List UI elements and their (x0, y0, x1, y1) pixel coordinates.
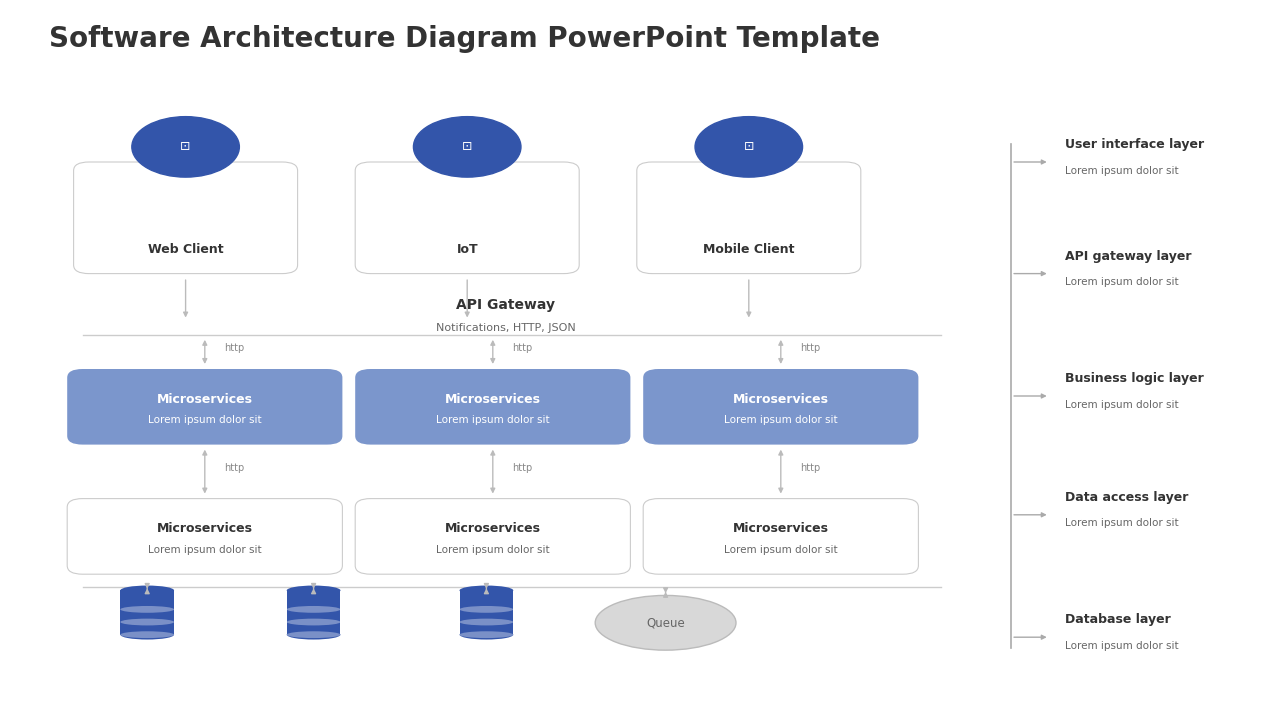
Text: Business logic layer: Business logic layer (1065, 372, 1203, 385)
Text: Lorem ipsum dolor sit: Lorem ipsum dolor sit (436, 545, 549, 555)
Text: Microservices: Microservices (157, 522, 253, 536)
Ellipse shape (460, 606, 513, 613)
Text: Software Architecture Diagram PowerPoint Template: Software Architecture Diagram PowerPoint… (49, 25, 879, 53)
Ellipse shape (287, 631, 340, 638)
Text: API Gateway: API Gateway (456, 298, 556, 312)
FancyBboxPatch shape (356, 369, 631, 444)
FancyBboxPatch shape (356, 498, 631, 575)
Text: http: http (512, 343, 532, 354)
Ellipse shape (120, 585, 174, 595)
Text: http: http (800, 343, 820, 354)
Text: ⊡: ⊡ (462, 140, 472, 153)
Text: Microservices: Microservices (445, 392, 540, 406)
Circle shape (413, 117, 521, 177)
Text: Web Client: Web Client (147, 243, 224, 256)
Text: Lorem ipsum dolor sit: Lorem ipsum dolor sit (724, 545, 837, 555)
Text: Lorem ipsum dolor sit: Lorem ipsum dolor sit (1065, 166, 1179, 176)
Text: Data access layer: Data access layer (1065, 491, 1188, 504)
Circle shape (695, 117, 803, 177)
Polygon shape (120, 590, 174, 635)
Text: ⊡: ⊡ (180, 140, 191, 153)
Ellipse shape (595, 595, 736, 650)
Text: ⊡: ⊡ (744, 140, 754, 153)
Text: IoT: IoT (457, 243, 477, 256)
Ellipse shape (287, 585, 340, 595)
Text: Microservices: Microservices (445, 522, 540, 536)
Ellipse shape (120, 630, 174, 639)
Text: API gateway layer: API gateway layer (1065, 250, 1192, 263)
Text: Microservices: Microservices (732, 392, 829, 406)
Text: User interface layer: User interface layer (1065, 138, 1204, 151)
Text: Lorem ipsum dolor sit: Lorem ipsum dolor sit (1065, 641, 1179, 651)
Text: Lorem ipsum dolor sit: Lorem ipsum dolor sit (1065, 277, 1179, 287)
Ellipse shape (120, 631, 174, 638)
Text: Microservices: Microservices (732, 522, 829, 536)
Text: Lorem ipsum dolor sit: Lorem ipsum dolor sit (1065, 400, 1179, 410)
Ellipse shape (460, 618, 513, 626)
Text: Lorem ipsum dolor sit: Lorem ipsum dolor sit (724, 415, 837, 426)
FancyBboxPatch shape (68, 498, 343, 575)
Polygon shape (460, 590, 513, 635)
FancyBboxPatch shape (643, 498, 918, 575)
FancyBboxPatch shape (643, 369, 918, 444)
Polygon shape (287, 590, 340, 635)
Text: http: http (800, 463, 820, 473)
Ellipse shape (287, 618, 340, 626)
Ellipse shape (460, 585, 513, 595)
Text: Lorem ipsum dolor sit: Lorem ipsum dolor sit (1065, 518, 1179, 528)
Text: Queue: Queue (646, 616, 685, 629)
Text: Lorem ipsum dolor sit: Lorem ipsum dolor sit (148, 415, 261, 426)
Text: Database layer: Database layer (1065, 613, 1171, 626)
Text: Microservices: Microservices (157, 392, 253, 406)
Text: http: http (512, 463, 532, 473)
Text: http: http (224, 343, 244, 354)
FancyBboxPatch shape (73, 162, 297, 274)
Text: http: http (224, 463, 244, 473)
FancyBboxPatch shape (68, 369, 343, 444)
Ellipse shape (120, 618, 174, 626)
Ellipse shape (460, 630, 513, 639)
Text: Mobile Client: Mobile Client (703, 243, 795, 256)
Ellipse shape (460, 631, 513, 638)
Ellipse shape (120, 606, 174, 613)
Text: Lorem ipsum dolor sit: Lorem ipsum dolor sit (436, 415, 549, 426)
Text: Lorem ipsum dolor sit: Lorem ipsum dolor sit (148, 545, 261, 555)
Text: Notifications, HTTP, JSON: Notifications, HTTP, JSON (435, 323, 576, 333)
Circle shape (132, 117, 239, 177)
Ellipse shape (287, 630, 340, 639)
Ellipse shape (287, 606, 340, 613)
FancyBboxPatch shape (355, 162, 579, 274)
FancyBboxPatch shape (637, 162, 860, 274)
